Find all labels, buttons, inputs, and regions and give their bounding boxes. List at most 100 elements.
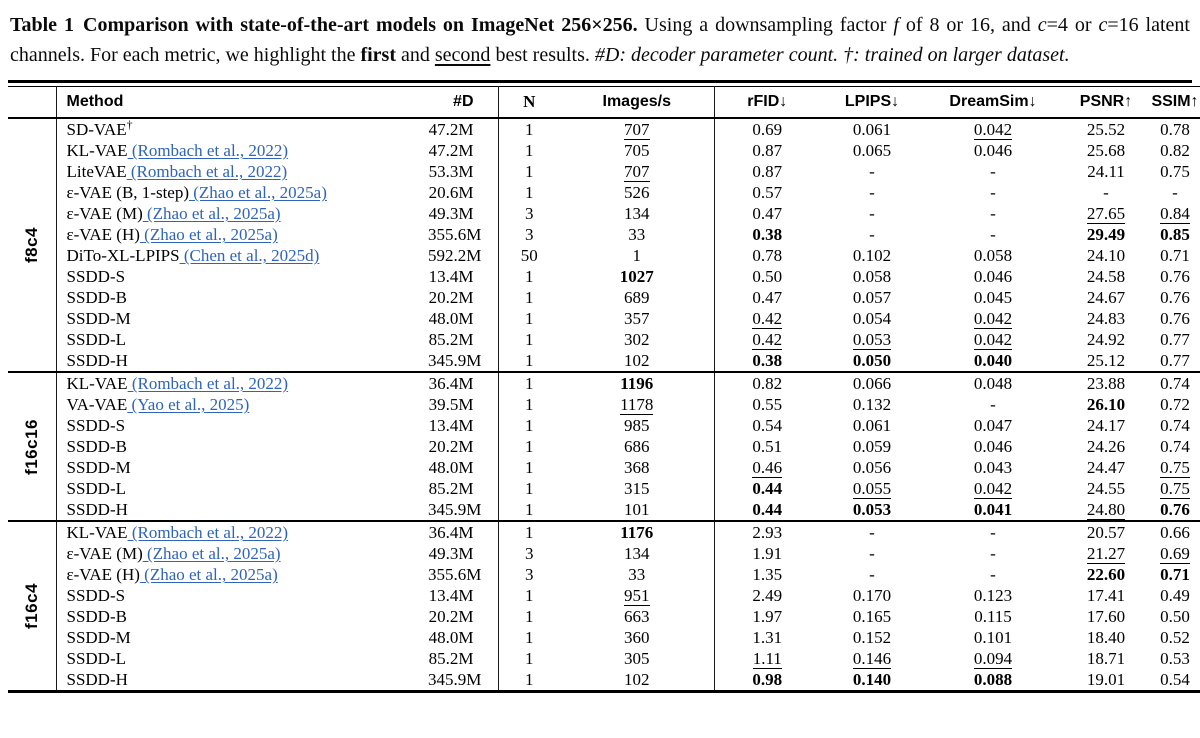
metric-cell: 0.69: [1150, 543, 1200, 564]
metric-cell: 951: [560, 585, 714, 606]
metric-value: 345.9M: [428, 670, 482, 689]
metric-value: 0.045: [973, 288, 1013, 307]
metric-cell: 85.2M: [428, 329, 498, 350]
citation-link[interactable]: (Rombach et al., 2022): [127, 141, 289, 160]
metric-cell: 20.2M: [428, 606, 498, 627]
table-row: SSDD-L 85.2M 1 305 1.11 0.146 0.094 18.71 0.53: [8, 648, 1200, 669]
metric-value: 18.40: [1086, 628, 1126, 647]
method-name: KL-VAE: [66, 523, 128, 542]
metric-value: 0.76: [1160, 288, 1190, 307]
metric-value: 355.6M: [428, 565, 482, 584]
metric-cell: 17.60: [1062, 606, 1150, 627]
metric-cell: 0.42: [713, 308, 820, 329]
metric-cell: 0.053: [820, 499, 924, 521]
metric-value: -: [990, 183, 996, 202]
metric-value: -: [990, 565, 996, 584]
metric-value: -: [869, 565, 875, 584]
column-header-images-s: Images/s: [560, 86, 714, 119]
metric-value: 0.170: [852, 586, 892, 605]
metric-value: 20.2M: [428, 437, 474, 456]
metric-value: 0.50: [1160, 607, 1190, 626]
metric-value: -: [990, 204, 996, 223]
metric-cell: -: [820, 520, 924, 543]
citation-link[interactable]: (Chen et al., 2025d): [179, 246, 320, 265]
metric-cell: 101: [560, 499, 714, 521]
citation-link[interactable]: (Zhao et al., 2025a): [139, 565, 278, 584]
metric-value: 1.31: [752, 628, 783, 647]
metric-value: 360: [624, 628, 650, 647]
metric-value: 1: [632, 246, 642, 265]
caption-segment: =4 or: [1046, 14, 1099, 36]
metric-cell: 0.057: [820, 287, 924, 308]
metric-cell: 0.123: [924, 585, 1062, 606]
metric-value: 36.4M: [428, 374, 474, 393]
table-row: SSDD-B 20.2M 1 686 0.51 0.059 0.046 24.26 0.74: [8, 436, 1200, 457]
metric-cell: 368: [560, 457, 714, 478]
metric-cell: 1: [497, 118, 560, 140]
metric-cell: 33: [560, 224, 714, 245]
method-name: KL-VAE: [66, 141, 128, 160]
method-name: DiTo-XL-LPIPS: [66, 246, 180, 265]
citation-link[interactable]: (Zhao et al., 2025a): [142, 204, 281, 223]
citation-link[interactable]: (Zhao et al., 2025a): [139, 225, 278, 244]
metric-value: 0.77: [1160, 351, 1190, 370]
metric-value: 357: [624, 309, 650, 328]
metric-value: 1.91: [752, 544, 783, 563]
metric-cell: 0.51: [713, 436, 820, 457]
metric-cell: 3: [497, 564, 560, 585]
citation-link[interactable]: (Zhao et al., 2025a): [142, 544, 281, 563]
metric-value: 1: [525, 479, 534, 498]
metric-value: 25.52: [1086, 120, 1126, 139]
metric-cell: 0.152: [820, 627, 924, 648]
metric-value: 18.71: [1086, 649, 1126, 668]
metric-cell: 355.6M: [428, 224, 498, 245]
metric-cell: 0.042: [924, 329, 1062, 350]
metric-value: 0.094: [973, 649, 1013, 669]
metric-value: 302: [624, 330, 650, 349]
metric-cell: 1.91: [713, 543, 820, 564]
citation-link[interactable]: (Rombach et al., 2022): [127, 523, 289, 542]
metric-value: 0.057: [852, 288, 892, 307]
caption-segment: c: [1037, 14, 1047, 36]
caption-segment: Using a downsampling factor: [637, 14, 894, 36]
column-header-rfid: rFID↓: [713, 86, 820, 119]
metric-value: 0.57: [752, 183, 783, 202]
metric-cell: 0.165: [820, 606, 924, 627]
metric-value: 0.75: [1160, 458, 1190, 478]
metric-value: 2.49: [752, 586, 783, 605]
metric-cell: 24.17: [1062, 415, 1150, 436]
metric-value: 24.47: [1086, 458, 1126, 477]
table-row: ε-VAE (H) (Zhao et al., 2025a) 355.6M 3 33 1…: [8, 564, 1200, 585]
citation-link[interactable]: (Rombach et al., 2022): [127, 374, 289, 393]
citation-link[interactable]: (Zhao et al., 2025a): [189, 183, 327, 202]
caption-segment: Table 1: [10, 14, 74, 36]
citation-link[interactable]: (Yao et al., 2025): [127, 395, 250, 414]
metric-cell: 1.31: [713, 627, 820, 648]
metric-value: 0.053: [852, 500, 892, 519]
metric-cell: 663: [560, 606, 714, 627]
metric-value: 0.059: [852, 437, 892, 456]
metric-cell: 22.60: [1062, 564, 1150, 585]
method-cell: SSDD-M: [56, 308, 428, 329]
metric-value: 21.27: [1086, 544, 1126, 564]
metric-value: 707: [624, 120, 650, 140]
citation-link[interactable]: (Rombach et al., 2022): [126, 162, 288, 181]
metric-value: 26.10: [1086, 395, 1126, 414]
metric-cell: 592.2M: [428, 245, 498, 266]
method-cell: LiteVAE (Rombach et al., 2022): [56, 161, 428, 182]
metric-cell: 1: [560, 245, 714, 266]
metric-cell: 27.65: [1062, 203, 1150, 224]
group-column-header: [8, 86, 57, 119]
metric-value: 0.87: [752, 162, 783, 181]
method-cell: SSDD-L: [56, 478, 428, 499]
metric-value: 47.2M: [428, 141, 474, 160]
metric-value: 0.46: [752, 458, 783, 478]
metric-value: 0.055: [852, 479, 892, 499]
metric-value: 0.44: [752, 500, 783, 519]
metric-cell: 53.3M: [428, 161, 498, 182]
metric-cell: 17.41: [1062, 585, 1150, 606]
method-name: KL-VAE: [66, 374, 128, 393]
metric-cell: 0.55: [713, 394, 820, 415]
metric-value: 0.47: [752, 288, 783, 307]
method-name: SSDD-S: [66, 267, 126, 286]
